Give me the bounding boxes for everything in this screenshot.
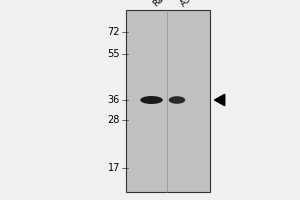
Polygon shape xyxy=(214,94,225,106)
Text: 55: 55 xyxy=(107,49,120,59)
Text: 28: 28 xyxy=(108,115,120,125)
Text: Ramos: Ramos xyxy=(152,0,178,8)
Ellipse shape xyxy=(140,96,163,104)
Text: 36: 36 xyxy=(108,95,120,105)
Bar xyxy=(126,10,210,192)
Text: 72: 72 xyxy=(107,27,120,37)
Text: A375: A375 xyxy=(178,0,200,8)
Text: 17: 17 xyxy=(108,163,120,173)
Ellipse shape xyxy=(169,96,185,104)
